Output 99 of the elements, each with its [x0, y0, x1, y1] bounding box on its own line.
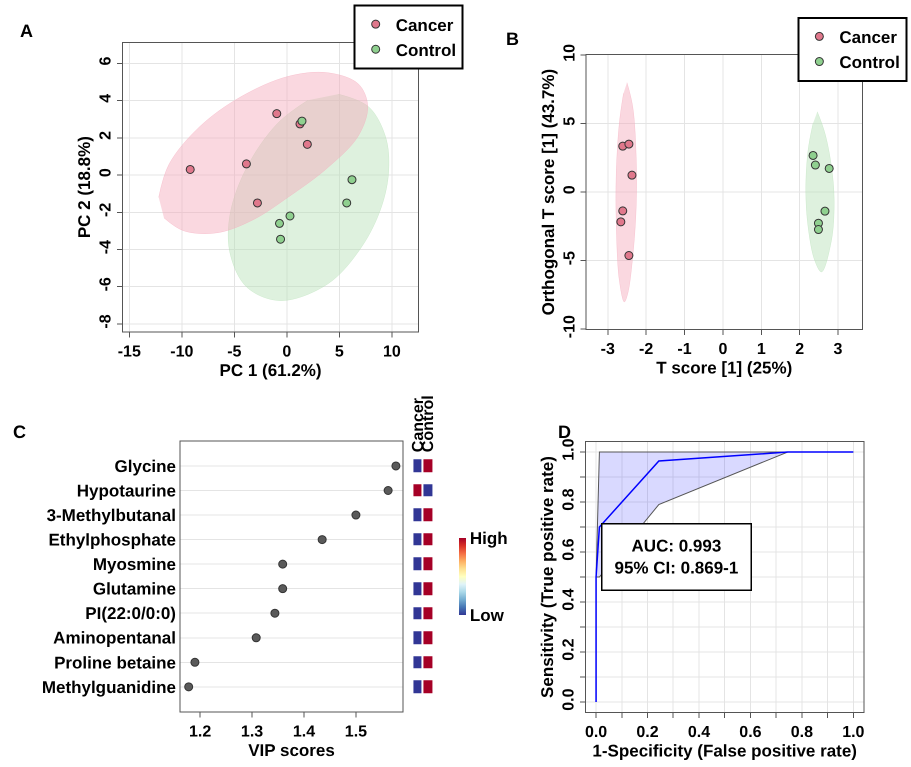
point: [318, 535, 327, 544]
point: [384, 486, 393, 495]
point: [624, 140, 634, 149]
x-tick-label: -5: [227, 344, 242, 361]
y-tick-label: 0.8: [560, 488, 578, 511]
point: [808, 150, 818, 160]
y-tick-label: Myosmine: [92, 555, 176, 574]
x-tick-label: 10: [382, 344, 401, 361]
y-axis-title: Orthogonal T score [1] (43.7%): [538, 68, 558, 316]
point: [624, 251, 634, 260]
x-tick-label: 1.5: [344, 724, 368, 741]
x-tick-label: 0: [718, 341, 728, 358]
x-tick-label: 0: [282, 344, 292, 361]
y-tick-label: Aminopentanal: [53, 628, 176, 648]
x-tick-label: 0.6: [739, 724, 762, 742]
point: [824, 164, 834, 173]
point: [275, 218, 284, 228]
y-tick-label: -2: [98, 202, 115, 217]
point: [252, 633, 261, 642]
y-tick-label: Hypotaurine: [76, 481, 176, 500]
y-tick-label: Methylguanidine: [42, 678, 176, 697]
y-tick-label: 5: [561, 116, 578, 126]
y-tick-label: 0: [98, 168, 115, 178]
y-tick-label: 6: [98, 56, 115, 66]
point: [351, 510, 360, 520]
point: [814, 225, 823, 234]
y-tick-label: Glycine: [114, 456, 176, 476]
x-tick-label: -15: [118, 344, 141, 361]
point: [242, 159, 251, 168]
x-axis-title: T score [1] (25%): [656, 358, 792, 378]
point: [276, 234, 286, 244]
x-axis-title: VIP scores: [248, 740, 335, 760]
x-tick-label: -1: [677, 341, 692, 358]
point: [618, 206, 628, 216]
point: [278, 584, 288, 594]
x-tick-label: 1.2: [188, 724, 212, 741]
y-axis-title: PC 2 (18.8%): [75, 136, 94, 238]
point: [270, 608, 280, 618]
point: [278, 560, 288, 569]
y-tick-label: 10: [561, 44, 578, 62]
x-tick-label: 5: [334, 344, 344, 361]
x-tick-label: 1.4: [292, 724, 316, 741]
x-tick-label: 0.0: [584, 724, 608, 742]
point: [186, 164, 195, 174]
point: [297, 116, 306, 126]
legend-label: Control: [839, 53, 900, 72]
point: [252, 198, 262, 208]
y-tick-label: -8: [98, 314, 115, 329]
y-tick-label: 4: [98, 94, 115, 103]
point: [190, 658, 200, 667]
point: [272, 109, 282, 118]
legend-label: Cancer: [396, 16, 454, 35]
x-tick-label: -3: [600, 341, 615, 358]
annotation: AUC: 0.993 95% CI: 0.869-1: [614, 536, 738, 578]
y-tick-label: 0.2: [560, 638, 578, 661]
x-tick-label: 0.8: [790, 724, 814, 742]
x-tick-label: 2: [795, 341, 804, 358]
text: C: [13, 422, 26, 442]
point: [616, 217, 626, 226]
y-tick-label: -4: [98, 240, 115, 254]
x-tick-label: 3: [834, 341, 843, 358]
point: [302, 140, 312, 149]
point: [627, 170, 636, 180]
y-tick-label: 3-Methylbutanal: [46, 506, 176, 525]
y-tick-label: -10: [561, 314, 578, 338]
point: [820, 206, 830, 216]
chart-title: A: [20, 21, 33, 41]
x-tick-label: -2: [639, 341, 654, 358]
y-tick-label: 0.4: [560, 588, 578, 611]
chart-title: B: [506, 29, 519, 49]
y-tick-label: Ethylphosphate: [48, 530, 176, 550]
point: [286, 211, 294, 220]
legend-label: Control: [396, 40, 456, 60]
point: [391, 461, 400, 470]
y-tick-label: -5: [561, 250, 578, 266]
x-axis-title: PC 1 (61.2%): [220, 360, 322, 380]
y-axis-title: Sensitivity (True positive rate): [538, 456, 557, 698]
y-tick-label: Glutamine: [92, 580, 176, 599]
x-tick-label: 1.0: [842, 724, 865, 742]
y-tick-label: 0.0: [560, 688, 578, 711]
point: [347, 175, 356, 184]
y-tick-label: 0.6: [560, 538, 578, 561]
y-tick-label: -6: [98, 277, 115, 292]
color-bar-label: Low: [470, 606, 505, 626]
legend-label: Cancer: [839, 28, 898, 48]
point: [342, 198, 352, 208]
y-tick-label: PI(22:0/0:0): [85, 604, 176, 624]
y-tick-label: Proline betaine: [54, 653, 176, 672]
color-bar-label: High: [470, 529, 508, 548]
point: [810, 160, 820, 170]
y-tick-label: 0: [561, 185, 578, 194]
x-tick-label: -10: [170, 344, 194, 361]
x-tick-label: 0.2: [636, 724, 659, 742]
x-axis-title: 1-Specificity (False positive rate): [592, 742, 857, 761]
point: [184, 682, 194, 692]
x-tick-label: 1: [756, 341, 766, 358]
y-tick-label: 2: [98, 130, 115, 140]
x-tick-label: 0.4: [688, 724, 710, 742]
x-tick-label: 1.3: [240, 724, 264, 741]
